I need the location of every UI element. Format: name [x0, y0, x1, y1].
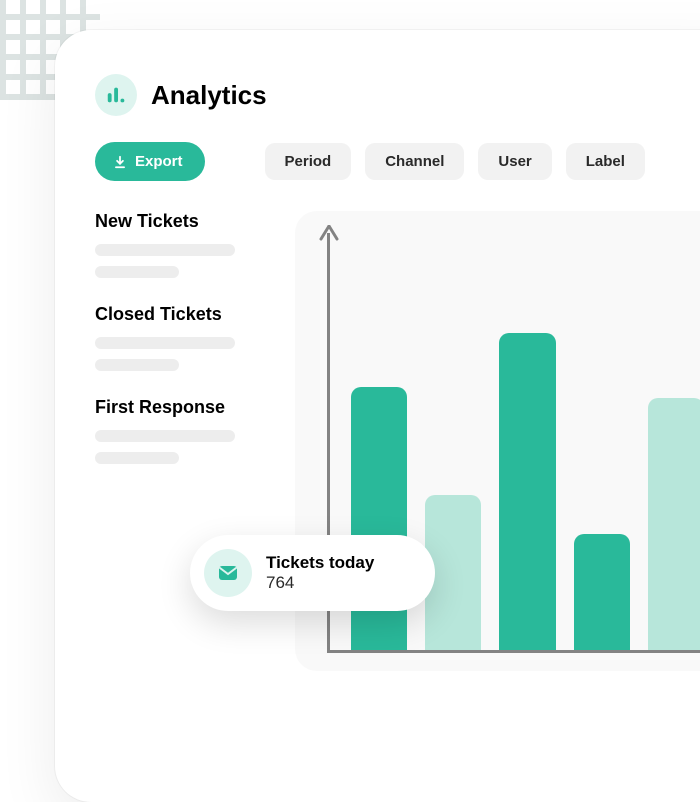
page-title: Analytics	[151, 80, 267, 111]
x-axis	[327, 650, 700, 653]
metric-new-tickets[interactable]: New Tickets	[95, 211, 265, 278]
skeleton-line	[95, 266, 179, 278]
float-text: Tickets today 764	[266, 553, 374, 593]
analytics-card: Analytics Export Period Channel User Lab…	[55, 30, 700, 802]
metric-title: First Response	[95, 397, 265, 418]
toolbar: Export Period Channel User Label	[95, 142, 700, 181]
filter-channel[interactable]: Channel	[365, 143, 464, 180]
header: Analytics	[95, 74, 700, 116]
metric-first-response[interactable]: First Response	[95, 397, 265, 464]
float-title: Tickets today	[266, 553, 374, 573]
filter-label[interactable]: Label	[566, 143, 645, 180]
skeleton-line	[95, 337, 235, 349]
skeleton-line	[95, 452, 179, 464]
float-value: 764	[266, 573, 374, 593]
tickets-today-card: Tickets today 764	[190, 535, 435, 611]
skeleton-line	[95, 359, 179, 371]
filter-user[interactable]: User	[478, 143, 551, 180]
bar-4	[648, 398, 700, 650]
arrow-up-icon	[319, 225, 339, 243]
bar-2	[499, 333, 555, 650]
export-label: Export	[135, 153, 183, 170]
filter-bar: Period Channel User Label	[265, 143, 645, 180]
mail-icon	[204, 549, 252, 597]
filter-period[interactable]: Period	[265, 143, 352, 180]
export-button[interactable]: Export	[95, 142, 205, 181]
download-icon	[113, 155, 127, 169]
metric-title: New Tickets	[95, 211, 265, 232]
metrics-sidebar: New Tickets Closed Tickets First Respons…	[95, 211, 265, 490]
skeleton-line	[95, 430, 235, 442]
metric-closed-tickets[interactable]: Closed Tickets	[95, 304, 265, 371]
analytics-logo-icon	[95, 74, 137, 116]
skeleton-line	[95, 244, 235, 256]
metric-title: Closed Tickets	[95, 304, 265, 325]
bar-3	[574, 534, 630, 650]
